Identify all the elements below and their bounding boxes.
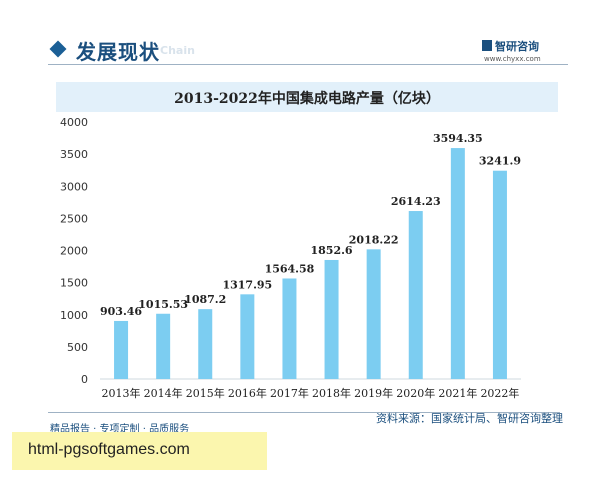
brand-logo-icon <box>482 40 492 51</box>
bar <box>198 309 213 379</box>
header-divider <box>48 64 568 65</box>
header: 发展现状 Chain 智研咨询 www.chyxx.com <box>0 0 600 78</box>
data-label: 3594.35 <box>433 132 483 145</box>
bar <box>492 170 507 379</box>
x-tick-label: 2022年 <box>480 386 519 400</box>
x-tick-label: 2016年 <box>228 386 267 400</box>
section-title: 发展现状 <box>76 40 160 64</box>
y-tick-label: 1000 <box>60 309 88 322</box>
bar <box>156 313 171 379</box>
bars <box>114 148 507 379</box>
data-label: 1317.95 <box>222 278 272 291</box>
y-tick-label: 2500 <box>60 212 88 225</box>
data-label: 2018.22 <box>349 233 399 246</box>
x-tick-label: 2015年 <box>186 386 225 400</box>
data-label: 1564.58 <box>265 262 315 275</box>
data-label: 1015.53 <box>138 298 188 311</box>
bar <box>450 148 465 379</box>
chart-title-band <box>56 82 558 112</box>
data-label: 1852.6 <box>310 244 352 257</box>
banner-text[interactable]: html-pgsoftgames.com <box>28 441 190 458</box>
data-label: 2614.23 <box>391 195 441 208</box>
y-tick-label: 0 <box>81 373 88 386</box>
y-tick-label: 1500 <box>60 277 88 290</box>
y-tick-label: 4000 <box>60 116 88 129</box>
x-tick-label: 2018年 <box>312 386 351 400</box>
bar <box>282 278 297 379</box>
bar <box>324 259 339 379</box>
data-label: 903.46 <box>100 305 142 318</box>
x-tick-label: 2017年 <box>270 386 309 400</box>
brand-name: 智研咨询 <box>495 40 539 53</box>
footer-divider <box>48 412 560 413</box>
bar <box>240 294 255 379</box>
x-tick-label: 2021年 <box>438 386 477 400</box>
bar <box>408 211 423 379</box>
y-axis: 0 500 1000 1500 2000 2500 3000 3500 4000 <box>60 116 88 386</box>
y-tick-label: 3500 <box>60 148 88 161</box>
y-tick-label: 2000 <box>60 245 88 258</box>
data-label: 1087.2 <box>184 293 226 306</box>
footer-tagline: 精品报告 · 专项定制 · 品质服务 <box>50 424 190 435</box>
y-tick-label: 500 <box>67 341 88 354</box>
y-tick-label: 3000 <box>60 180 88 193</box>
banner <box>12 432 267 470</box>
value-labels: 903.461015.531087.21317.951564.581852.62… <box>100 132 521 318</box>
x-axis: 2013年 2014年 2015年 2016年 2017年 2018年 2019年 2020年… <box>102 386 520 400</box>
data-label: 3241.9 <box>479 155 521 168</box>
section-title-en: Chain <box>160 44 195 57</box>
data-source: 资料来源：国家统计局、智研咨询整理 <box>376 412 563 425</box>
chart-title: 2013-2022年中国集成电路产量（亿块） <box>174 91 440 107</box>
x-tick-label: 2014年 <box>144 386 183 400</box>
bar <box>114 320 129 379</box>
x-tick-label: 2020年 <box>396 386 435 400</box>
brand: 智研咨询 <box>482 38 539 54</box>
x-tick-label: 2013年 <box>102 386 141 400</box>
x-tick-label: 2019年 <box>354 386 393 400</box>
bar <box>366 249 381 379</box>
brand-url: www.chyxx.com <box>484 55 541 63</box>
